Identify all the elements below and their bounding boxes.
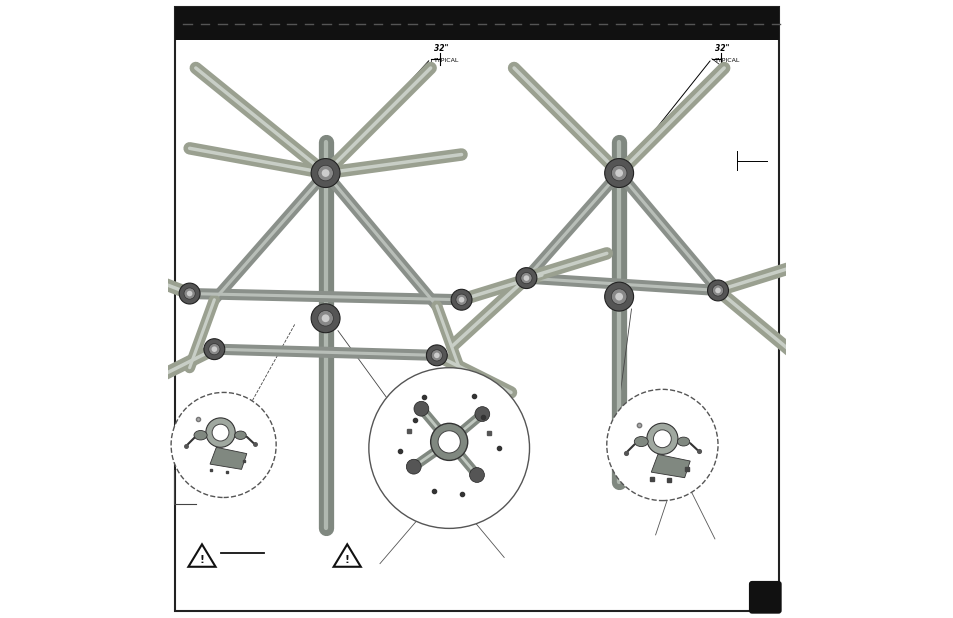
- Circle shape: [179, 283, 200, 304]
- Circle shape: [516, 268, 537, 289]
- Circle shape: [615, 169, 622, 177]
- Circle shape: [317, 165, 333, 181]
- Circle shape: [369, 368, 529, 528]
- Circle shape: [606, 389, 718, 501]
- Circle shape: [426, 345, 447, 366]
- Circle shape: [475, 407, 489, 421]
- Circle shape: [611, 289, 626, 305]
- Polygon shape: [651, 454, 689, 478]
- Text: 32": 32": [714, 43, 729, 53]
- FancyBboxPatch shape: [748, 581, 781, 614]
- Bar: [175, 7, 778, 40]
- Text: TYPICAL: TYPICAL: [434, 53, 458, 63]
- Circle shape: [414, 401, 428, 416]
- Circle shape: [431, 350, 442, 361]
- Circle shape: [715, 287, 720, 294]
- Circle shape: [434, 352, 439, 358]
- Circle shape: [311, 159, 339, 187]
- Circle shape: [430, 423, 467, 460]
- Text: 32": 32": [434, 43, 448, 53]
- Circle shape: [604, 282, 633, 311]
- Text: !: !: [344, 555, 350, 565]
- Circle shape: [653, 430, 671, 447]
- Ellipse shape: [193, 431, 207, 440]
- Circle shape: [523, 275, 529, 281]
- Circle shape: [456, 294, 467, 305]
- Circle shape: [317, 310, 333, 326]
- Circle shape: [604, 159, 633, 187]
- Circle shape: [204, 339, 225, 360]
- Circle shape: [520, 273, 532, 284]
- Circle shape: [458, 297, 464, 303]
- Circle shape: [184, 288, 195, 299]
- Circle shape: [611, 165, 626, 181]
- Polygon shape: [334, 544, 360, 567]
- Circle shape: [437, 431, 460, 453]
- Circle shape: [469, 468, 484, 483]
- Text: !: !: [199, 555, 204, 565]
- Polygon shape: [188, 544, 215, 567]
- Circle shape: [646, 423, 678, 454]
- Circle shape: [451, 289, 472, 310]
- Circle shape: [212, 424, 229, 441]
- Circle shape: [321, 315, 329, 322]
- Circle shape: [321, 169, 329, 177]
- Circle shape: [187, 290, 193, 297]
- Circle shape: [615, 293, 622, 300]
- Text: TYPICAL: TYPICAL: [714, 53, 740, 63]
- Ellipse shape: [677, 437, 689, 446]
- Circle shape: [206, 418, 235, 447]
- Circle shape: [712, 285, 723, 296]
- Ellipse shape: [634, 436, 647, 447]
- Circle shape: [212, 346, 217, 352]
- Circle shape: [707, 280, 728, 301]
- Polygon shape: [210, 447, 247, 470]
- Circle shape: [171, 392, 275, 497]
- Circle shape: [209, 344, 220, 355]
- Ellipse shape: [234, 431, 246, 439]
- Circle shape: [311, 304, 339, 332]
- Circle shape: [406, 459, 420, 474]
